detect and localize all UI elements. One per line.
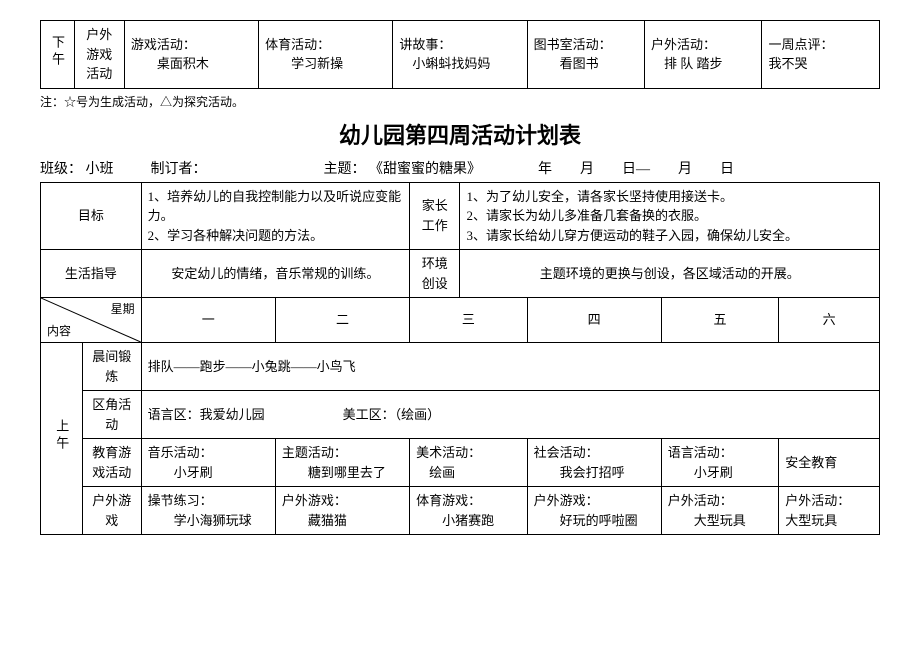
day-5: 五: [661, 298, 778, 343]
am-label: 上午: [41, 343, 83, 535]
top-cell-5: 一周点评：我不哭: [762, 21, 880, 89]
day-1: 一: [141, 298, 275, 343]
top-row-label-1: 下午: [41, 21, 75, 89]
top-row-label-2: 户外游戏活动: [74, 21, 124, 89]
am-row3-c4: 户外活动： 大型玩具: [661, 487, 778, 535]
top-cell-1: 体育活动： 学习新操: [259, 21, 393, 89]
day-6: 六: [779, 298, 880, 343]
date-range: 年 月 日— 月 日: [538, 158, 734, 178]
am-row2-label: 教育游戏活动: [82, 439, 141, 487]
theme-value: 《甜蜜蜜的糖果》: [369, 158, 481, 178]
plan-table: 目标 1、培养幼儿的自我控制能力以及听说应变能力。 2、学习各种解决问题的方法。…: [40, 182, 880, 536]
top-cell-3: 图书室活动： 看图书: [527, 21, 644, 89]
parent-label: 家长工作: [410, 182, 460, 250]
am-row3-c5: 户外活动：大型玩具: [779, 487, 880, 535]
am-row2-c2: 美术活动： 绘画: [410, 439, 527, 487]
footnote: 注：☆号为生成活动，△为探究活动。: [40, 93, 880, 110]
page-title: 幼儿园第四周活动计划表: [40, 118, 880, 150]
env-text: 主题环境的更换与创设，各区域活动的开展。: [460, 250, 880, 298]
day-4: 四: [527, 298, 661, 343]
day-3: 三: [410, 298, 527, 343]
env-label: 环境创设: [410, 250, 460, 298]
am-row2-c5: 安全教育: [779, 439, 880, 487]
am-row3-c0: 操节练习： 学小海狮玩球: [141, 487, 275, 535]
top-cell-0: 游戏活动： 桌面积木: [124, 21, 258, 89]
am-row1-span: 语言区：我爱幼儿园 美工区：（绘画）: [141, 391, 879, 439]
meta-line: 班级： 小班 制订者： 主题： 《甜蜜蜜的糖果》 年 月 日— 月 日: [40, 158, 880, 178]
life-label: 生活指导: [41, 250, 142, 298]
diag-top: 星期: [111, 300, 135, 318]
diag-cell: 星期 内容: [41, 298, 142, 343]
goals-text: 1、培养幼儿的自我控制能力以及听说应变能力。 2、学习各种解决问题的方法。: [141, 182, 409, 250]
am-row0-span: 排队——跑步——小兔跳——小鸟飞: [141, 343, 879, 391]
am-row3-c1: 户外游戏： 藏猫猫: [275, 487, 409, 535]
theme-label: 主题：: [324, 158, 366, 178]
am-row2-c4: 语言活动： 小牙刷: [661, 439, 778, 487]
day-2: 二: [275, 298, 409, 343]
top-cell-4: 户外活动： 排 队 踏步: [645, 21, 762, 89]
am-row1-label: 区角活动: [82, 391, 141, 439]
class-value: 小班: [86, 158, 114, 178]
goals-label: 目标: [41, 182, 142, 250]
author-label: 制订者：: [151, 158, 207, 178]
am-row2-c3: 社会活动： 我会打招呼: [527, 439, 661, 487]
am-row0-label: 晨间锻炼: [82, 343, 141, 391]
am-row2-c0: 音乐活动： 小牙刷: [141, 439, 275, 487]
diag-bottom: 内容: [47, 322, 71, 340]
life-text: 安定幼儿的情绪，音乐常规的训练。: [141, 250, 409, 298]
am-row3-c3: 户外游戏： 好玩的呼啦圈: [527, 487, 661, 535]
am-row3-c2: 体育游戏： 小猪赛跑: [410, 487, 527, 535]
am-row2-c1: 主题活动： 糖到哪里去了: [275, 439, 409, 487]
class-label: 班级：: [40, 158, 82, 178]
top-cell-2: 讲故事： 小蝌蚪找妈妈: [393, 21, 527, 89]
top-table: 下午 户外游戏活动 游戏活动： 桌面积木 体育活动： 学习新操 讲故事： 小蝌蚪…: [40, 20, 880, 89]
am-row3-label: 户外游戏: [82, 487, 141, 535]
parent-text: 1、为了幼儿安全，请各家长坚持使用接送卡。 2、请家长为幼儿多准备几套备换的衣服…: [460, 182, 880, 250]
